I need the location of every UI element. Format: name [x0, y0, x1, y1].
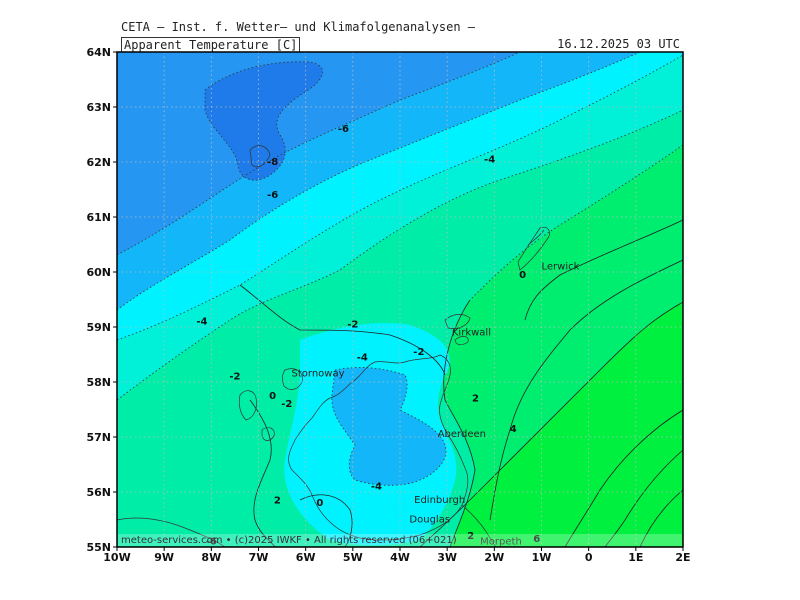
lon-tick-label: 3W: [437, 551, 457, 564]
contour-label: -6: [267, 190, 278, 201]
lat-tick-label: 60N: [86, 266, 111, 279]
city-labels: Lerwick Kirkwall Stornoway Aberdeen Edinburg…: [292, 261, 580, 547]
contour-label: -4: [357, 352, 368, 363]
lon-tick-label: 10W: [103, 551, 130, 564]
lat-tick-label: 58N: [86, 376, 111, 389]
lon-tick-label: 9W: [154, 551, 174, 564]
contour-labels: -8 -6 -6 -4 -4 -2 -4 -2 -2 0 -2 2 4 0 -4 2 0 2 6 -6: [196, 124, 540, 548]
lon-tick-label: 0: [585, 551, 593, 564]
city-label: Edinburgh: [414, 495, 465, 506]
city-label: Kirkwall: [452, 327, 491, 338]
contour-label: 0: [519, 270, 526, 281]
axis-ticks: 55N 56N 57N 58N 59N 60N 61N 62N 63N 64N 10W 9W 8W 7W 6…: [86, 46, 690, 564]
lat-tick-label: 59N: [86, 321, 111, 334]
map-provider-title: CETA — Inst. f. Wetter— und Klimafolgena…: [121, 20, 476, 34]
lon-tick-label: 2E: [675, 551, 690, 564]
lat-tick-label: 55N: [86, 541, 111, 554]
lon-tick-label: 1W: [532, 551, 552, 564]
contour-label: 0: [316, 498, 323, 509]
contour-label: 2: [467, 531, 474, 542]
footer-bar: [118, 534, 682, 546]
forecast-datetime: 16.12.2025 03 UTC: [557, 37, 680, 51]
lat-tick-label: 57N: [86, 431, 111, 444]
contour-label: 0: [269, 391, 276, 402]
lat-tick-label: 62N: [86, 156, 111, 169]
lon-tick-label: 6W: [296, 551, 316, 564]
lon-tick-label: 2W: [484, 551, 504, 564]
lat-lon-grid: [117, 52, 683, 547]
contour-label: -4: [484, 154, 495, 165]
lat-tick-label: 63N: [86, 101, 111, 114]
lat-tick-label: 56N: [86, 486, 111, 499]
contour-label: -8: [267, 157, 278, 168]
city-label: Stornoway: [292, 369, 345, 380]
lon-tick-label: 1E: [628, 551, 643, 564]
copyright-footer: meteo-services.com • (c)2025 IWKF • All …: [121, 535, 457, 546]
coastlines: [117, 145, 550, 547]
lat-tick-label: 64N: [86, 46, 111, 59]
contour-label: 2: [274, 495, 281, 506]
city-label: Lerwick: [542, 261, 580, 272]
lon-tick-label: 4W: [390, 551, 410, 564]
contour-label: -6: [338, 124, 349, 135]
contour-label: -4: [196, 317, 207, 328]
city-label: Douglas: [409, 514, 450, 525]
lon-tick-label: 8W: [201, 551, 221, 564]
temp-band-very-cold: [205, 61, 323, 181]
contour-label: -6: [206, 537, 217, 548]
temp-band-cool-inland: [331, 367, 446, 486]
contour-label: 2: [472, 394, 479, 405]
contour-label: 6: [533, 534, 540, 545]
contour-label: 4: [510, 424, 517, 435]
lon-tick-label: 7W: [249, 551, 269, 564]
contour-label: -2: [347, 319, 358, 330]
contour-label: -2: [413, 347, 424, 358]
contour-label: -4: [371, 482, 382, 493]
contour-label: -2: [281, 399, 292, 410]
contour-label: -2: [229, 372, 240, 383]
lat-tick-label: 61N: [86, 211, 111, 224]
lon-tick-label: 5W: [343, 551, 363, 564]
city-label: Aberdeen: [438, 429, 486, 440]
city-label: Morpeth: [480, 536, 522, 547]
